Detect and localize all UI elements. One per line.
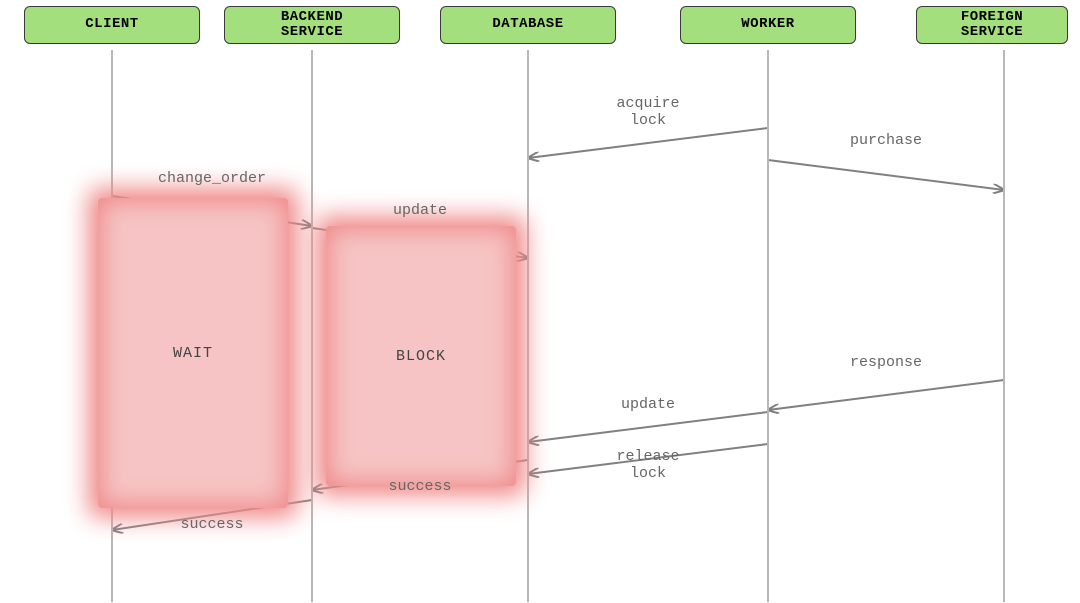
label-success1: success [388,478,451,495]
label-acquire_lock: acquire lock [616,95,679,130]
label-update2: update [621,396,675,413]
label-response: response [850,354,922,371]
block-wait: WAIT [98,198,288,508]
actor-client: CLIENT [24,6,200,44]
actor-foreign: FOREIGN SERVICE [916,6,1068,44]
lifeline-worker [767,50,769,602]
lifeline-backend [311,50,313,602]
label-release_lock: release lock [616,448,679,483]
lifeline-db [527,50,529,602]
arrow-purchase [768,160,1004,190]
label-success2: success [180,516,243,533]
block-block: BLOCK [326,226,516,486]
sequence-diagram: { "canvas": { "width": 1080, "height": 6… [0,0,1080,603]
arrow-response [768,380,1004,410]
actor-worker: WORKER [680,6,856,44]
label-change_order: change_order [158,170,266,187]
actor-backend: BACKEND SERVICE [224,6,400,44]
label-purchase: purchase [850,132,922,149]
lifeline-foreign [1003,50,1005,602]
label-update1: update [393,202,447,219]
arrow-update2 [528,412,768,442]
arrow-acquire_lock [528,128,768,158]
actor-db: DATABASE [440,6,616,44]
